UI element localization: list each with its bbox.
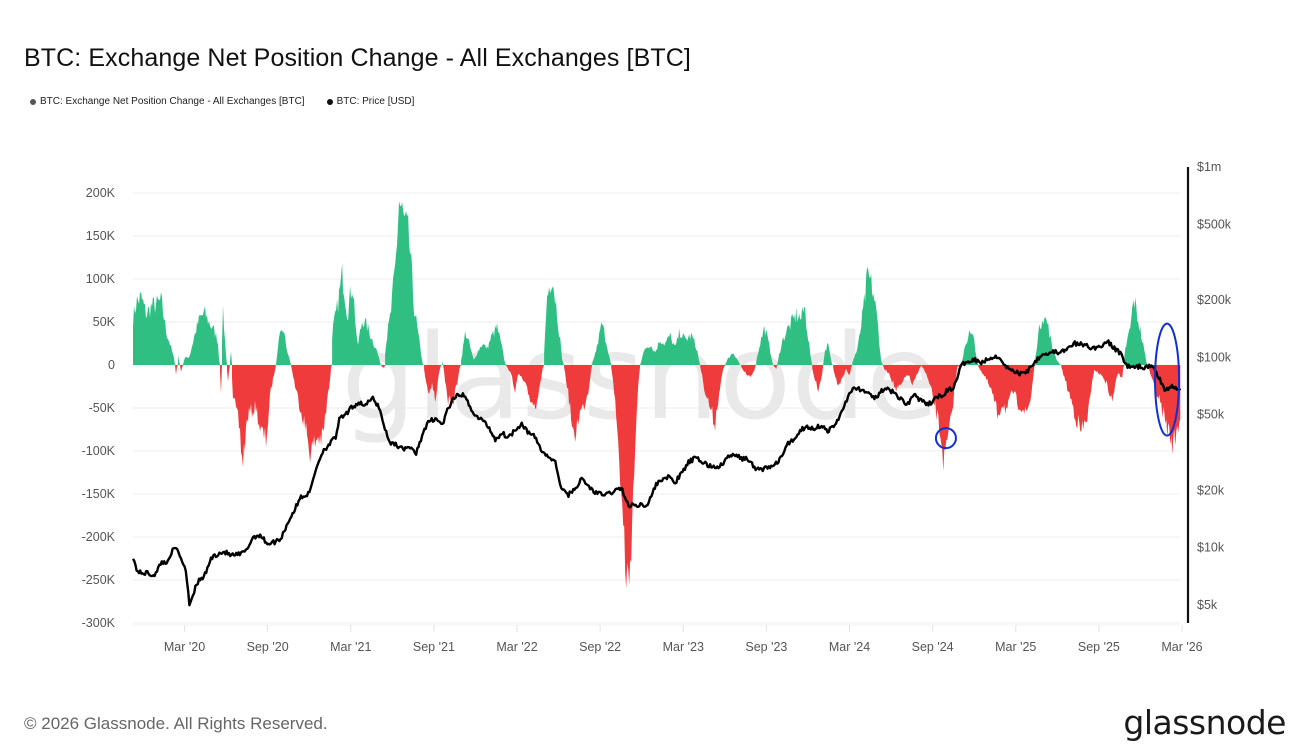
highlight-ellipse — [1154, 322, 1181, 437]
y-left-tick-label: -150K — [82, 487, 116, 501]
net-inflow-area — [178, 355, 180, 365]
y-left-tick-label: -250K — [82, 573, 116, 587]
net-outflow-area — [564, 365, 593, 442]
y-right-tick-label: $500k — [1197, 217, 1232, 231]
x-tick-label: Sep '25 — [1078, 640, 1120, 654]
x-tick-label: Sep '22 — [579, 640, 621, 654]
chart-legend: BTC: Exchange Net Position Change - All … — [30, 96, 414, 107]
x-tick-label: Mar '23 — [663, 640, 704, 654]
net-inflow-area — [962, 329, 979, 365]
annotations — [934, 322, 1181, 450]
x-tick-label: Mar '21 — [330, 640, 371, 654]
x-tick-label: Mar '26 — [1161, 640, 1202, 654]
net-inflow-area — [1124, 297, 1148, 365]
x-tick-label: Mar '24 — [829, 640, 870, 654]
y-left-tick-label: 150K — [86, 229, 116, 243]
net-inflow-area — [183, 306, 220, 365]
net-inflow-area — [640, 328, 701, 365]
net-outflow-area — [700, 365, 726, 431]
net-position-areas — [133, 201, 1181, 589]
y-left-tick-label: -200K — [82, 530, 116, 544]
net-outflow-area — [180, 365, 183, 372]
y-right-tick-label: $100k — [1197, 350, 1232, 364]
y-right-tick-label: $20k — [1197, 483, 1225, 497]
net-outflow-area — [883, 365, 963, 472]
x-tick-label: Mar '20 — [164, 640, 205, 654]
y-left-tick-label: 50K — [93, 315, 116, 329]
net-outflow-area — [833, 365, 853, 386]
net-inflow-area — [222, 305, 227, 365]
y-left-tick-label: -300K — [82, 616, 116, 630]
y-left-tick-label: 100K — [86, 272, 116, 286]
highlight-circle — [934, 427, 957, 450]
net-inflow-area — [385, 201, 425, 365]
net-inflow-area — [777, 306, 813, 365]
net-outflow-area — [1061, 365, 1125, 432]
net-outflow-area — [1147, 365, 1181, 455]
net-inflow-area — [230, 351, 232, 365]
legend-label: BTC: Exchange Net Position Change - All … — [40, 96, 305, 107]
y-right-tick-label: $10k — [1197, 541, 1225, 555]
net-inflow-area — [544, 286, 565, 365]
net-outflow-area — [381, 365, 386, 368]
net-inflow-area — [133, 292, 175, 365]
net-outflow-area — [812, 365, 824, 393]
net-outflow-area — [978, 365, 1036, 420]
net-outflow-area — [506, 365, 545, 410]
x-tick-label: Mar '25 — [995, 640, 1036, 654]
legend-item-net-position[interactable]: BTC: Exchange Net Position Change - All … — [30, 96, 305, 107]
net-inflow-area — [823, 342, 834, 365]
net-outflow-area — [443, 365, 462, 406]
glassnode-logo[interactable]: glassnode — [1123, 703, 1286, 742]
net-inflow-area — [756, 325, 774, 365]
net-outflow-area — [175, 365, 178, 375]
y-right-tick-label: $200k — [1197, 293, 1232, 307]
net-outflow-area — [227, 365, 230, 382]
net-inflow-area — [852, 266, 884, 365]
net-inflow-area — [1035, 316, 1062, 365]
net-inflow-area — [442, 360, 444, 365]
net-inflow-area — [276, 330, 292, 365]
legend-item-price[interactable]: BTC: Price [USD] — [326, 96, 415, 107]
net-outflow-area — [291, 365, 333, 463]
price-series — [131, 339, 1182, 607]
x-tick-label: Sep '20 — [247, 640, 289, 654]
x-tick-label: Sep '24 — [912, 640, 954, 654]
x-tick-label: Mar '22 — [496, 640, 537, 654]
net-outflow-area — [741, 365, 757, 378]
net-inflow-area — [461, 323, 507, 365]
y-left-tick-label: 0 — [108, 358, 115, 372]
net-inflow-area — [725, 353, 742, 365]
net-outflow-area — [611, 365, 641, 589]
x-tick-label: Sep '21 — [413, 640, 455, 654]
net-outflow-area — [424, 365, 443, 403]
y-axis-left: 200K 150K 100K 50K 0 -50K -100K -150K -200K -250K… — [82, 186, 116, 630]
net-outflow-area — [232, 365, 276, 468]
chart-title: BTC: Exchange Net Position Change - All … — [24, 44, 691, 72]
net-outflow-area — [773, 365, 778, 369]
legend-label: BTC: Price [USD] — [336, 96, 415, 107]
y-right-tick-label: $1m — [1197, 160, 1221, 174]
net-outflow-area — [220, 365, 222, 394]
y-axis-right: $1m $500k $200k $100k $50k $20k $10k $5k — [1186, 160, 1232, 623]
footer-copyright: © 2026 Glassnode. All Rights Reserved. — [24, 714, 328, 733]
y-left-tick-label: -100K — [82, 444, 116, 458]
y-left-tick-label: 200K — [86, 186, 116, 200]
legend-dot-icon — [326, 98, 333, 105]
legend-dot-icon — [30, 98, 36, 105]
price-line — [131, 339, 1182, 607]
x-axis: Mar '20 Sep '20 Mar '21 Sep '21 Mar '22 Sep '… — [133, 624, 1203, 654]
x-tick-label: Sep '23 — [745, 640, 787, 654]
y-left-tick-label: -50K — [89, 401, 116, 415]
y-right-tick-label: $50k — [1197, 408, 1225, 422]
net-inflow-area — [592, 322, 612, 365]
net-inflow-area — [332, 262, 382, 365]
y-right-tick-label: $5k — [1197, 598, 1218, 612]
